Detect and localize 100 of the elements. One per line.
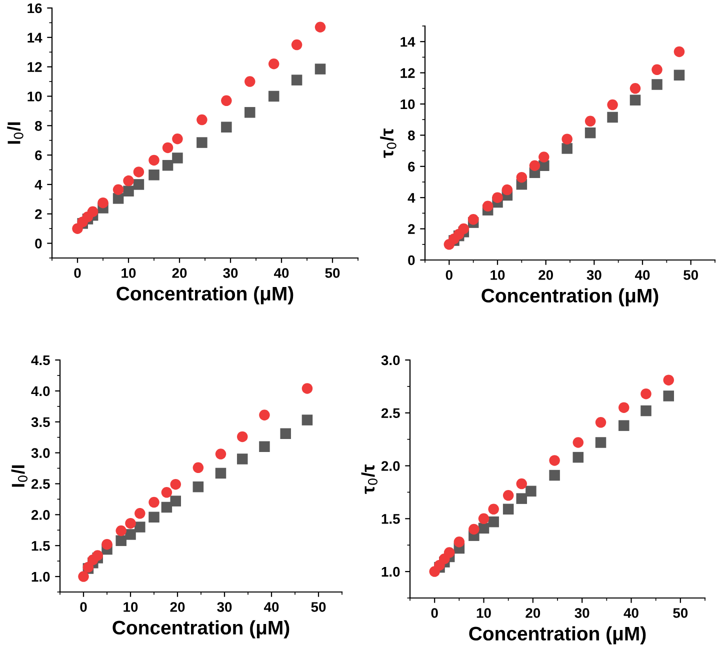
x-tick-label: 30	[223, 268, 238, 278]
y-tick-label: 4	[34, 180, 42, 190]
y-tick-label: 1.5	[32, 541, 50, 551]
x-tick-label: 40	[274, 268, 289, 278]
point	[302, 414, 313, 426]
point	[78, 571, 89, 582]
point	[244, 76, 256, 87]
point	[215, 468, 226, 479]
point	[674, 70, 685, 81]
y-tick-label: 2	[35, 209, 42, 219]
point	[259, 441, 270, 452]
point	[572, 452, 584, 463]
y-tick-label: 4.5	[31, 355, 50, 366]
point	[314, 22, 326, 32]
point	[192, 481, 204, 492]
x-tick-label: 0	[446, 270, 452, 280]
point	[148, 154, 160, 166]
x-tick-label: 40	[624, 608, 638, 618]
point	[236, 454, 248, 464]
point	[172, 134, 183, 144]
x-axis-title: Concentration (μM)	[482, 288, 658, 306]
point	[133, 179, 144, 190]
point	[549, 470, 560, 481]
point	[125, 518, 136, 529]
point	[291, 39, 302, 50]
x-tick-label: 10	[476, 608, 491, 618]
point	[170, 496, 181, 506]
point	[502, 490, 514, 501]
point	[291, 74, 302, 86]
y-tick-label: 8	[34, 120, 42, 131]
x-axis-title: Concentration (μM)	[116, 286, 294, 304]
point	[458, 223, 470, 234]
x-tick-label: 10	[124, 602, 138, 612]
y-tick-label: 12	[28, 62, 42, 72]
point	[488, 516, 499, 528]
point	[663, 390, 674, 402]
y-tick-label: 12	[400, 68, 415, 78]
point	[221, 122, 232, 132]
point	[112, 184, 124, 195]
point	[123, 186, 134, 196]
point	[492, 192, 503, 203]
y-tick-label: 8	[408, 130, 415, 140]
point	[640, 388, 652, 400]
point	[162, 160, 174, 171]
y-tick-label: 1.0	[32, 572, 50, 582]
y-axis-title: I$_{0}$/I	[11, 465, 28, 487]
point	[652, 79, 662, 90]
point	[244, 107, 256, 118]
x-tick-label: 20	[170, 602, 185, 612]
x-tick-label: 40	[634, 270, 650, 280]
point	[468, 214, 479, 225]
y-axis-title: I$_{0}$/I	[7, 122, 24, 144]
point	[196, 114, 208, 126]
point	[618, 420, 630, 431]
point	[482, 200, 494, 212]
x-tick-label: 50	[684, 270, 698, 280]
y-tick-label: 3.0	[381, 355, 400, 366]
x-tick-label: 20	[526, 608, 540, 618]
x-tick-label: 30	[586, 270, 602, 280]
point	[454, 536, 465, 548]
point	[134, 508, 146, 519]
x-axis-title: Concentration (μM)	[112, 620, 290, 638]
y-tick-label: 6	[35, 150, 42, 160]
x-tick-label: 0	[431, 608, 438, 618]
point	[502, 184, 513, 196]
point	[161, 487, 172, 498]
point	[268, 90, 280, 102]
point	[134, 522, 146, 532]
point	[516, 478, 527, 490]
x-tick-label: 20	[172, 268, 187, 278]
point	[98, 197, 108, 208]
point	[607, 99, 618, 110]
x-axis-title: Concentration (μM)	[469, 626, 646, 644]
point	[572, 437, 584, 448]
x-tick-label: 0	[74, 268, 81, 278]
point	[123, 175, 134, 186]
x-tick-label: 30	[574, 608, 590, 618]
point	[562, 134, 572, 144]
y-tick-label: 6	[408, 162, 415, 172]
point	[549, 455, 560, 466]
x-tick-label: 50	[673, 608, 688, 618]
point	[478, 513, 490, 524]
x-tick-label: 0	[80, 602, 87, 612]
point	[584, 116, 596, 127]
y-tick-label: 2.5	[31, 479, 50, 489]
point	[584, 127, 596, 138]
point	[170, 478, 181, 490]
point	[640, 405, 652, 416]
y-tick-label: 2.0	[31, 510, 50, 520]
point	[663, 374, 674, 386]
point	[92, 550, 103, 561]
y-tick-label: 0	[408, 255, 415, 266]
y-tick-label: 1.0	[382, 566, 400, 577]
y-tick-label: 10	[400, 99, 415, 110]
x-tick-label: 30	[217, 602, 232, 612]
y-tick-label: 0	[35, 238, 42, 248]
point	[192, 462, 204, 474]
point	[116, 535, 126, 546]
point	[221, 95, 232, 106]
point	[215, 448, 226, 460]
